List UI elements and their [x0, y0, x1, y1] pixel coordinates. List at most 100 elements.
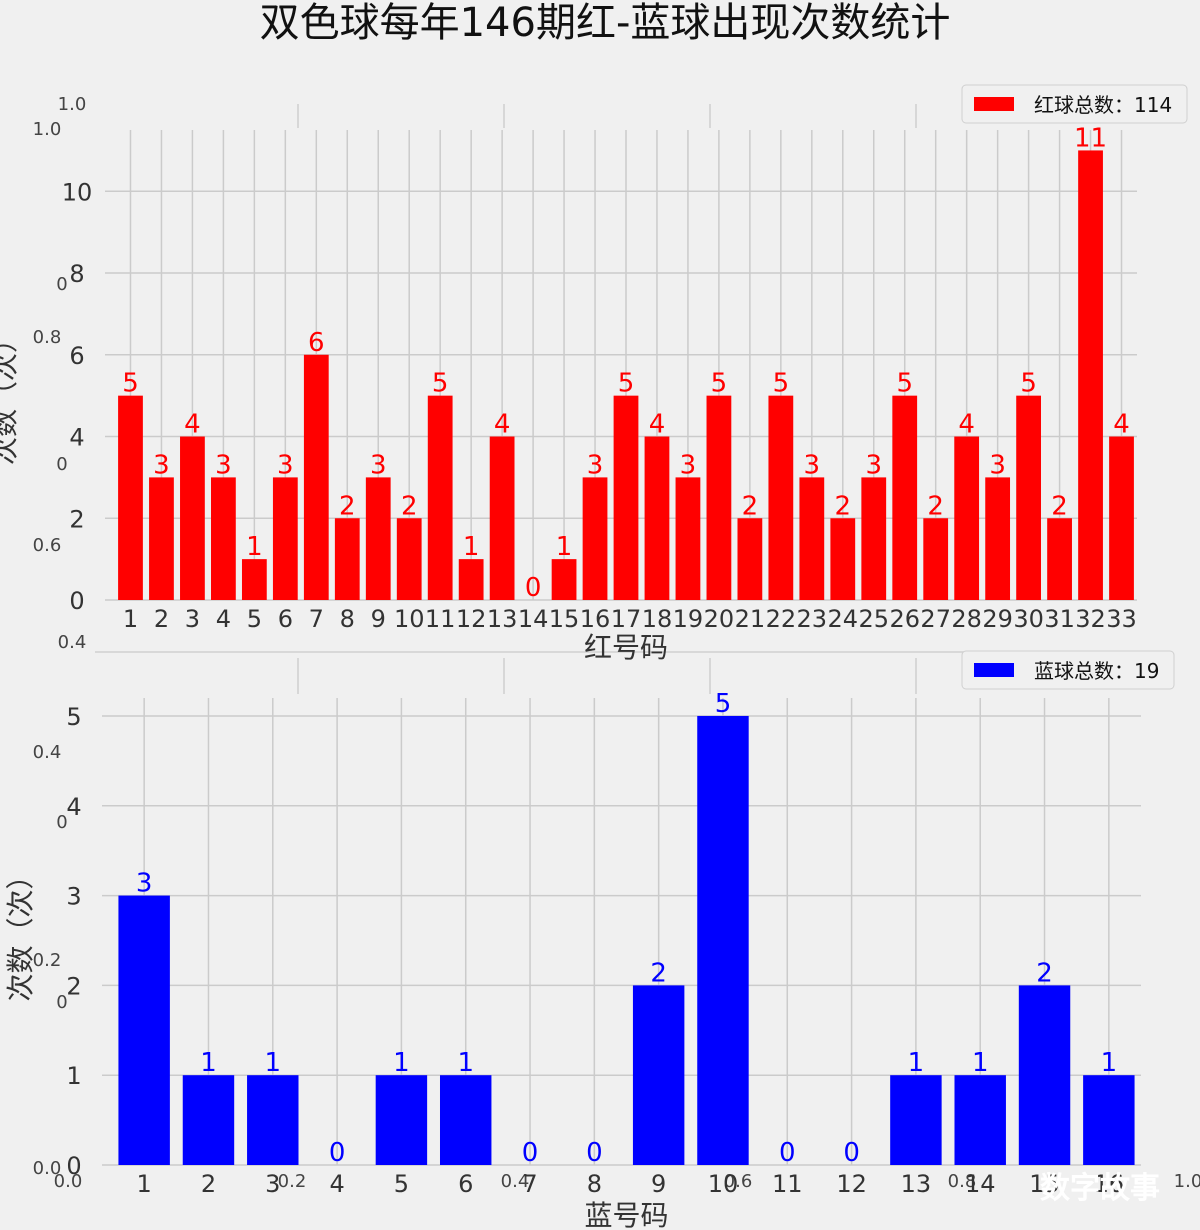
bar-31	[1047, 518, 1072, 600]
x-tick-label: 28	[951, 605, 982, 633]
x-tick-label: 16	[1094, 1170, 1125, 1198]
data-label: 2	[835, 491, 852, 521]
bar-11	[427, 395, 453, 600]
data-label: 1	[200, 1048, 217, 1078]
data-label: 2	[742, 491, 759, 521]
x-axis-label: 蓝号码	[584, 1199, 668, 1230]
x-tick-label: 17	[611, 605, 642, 633]
x-tick-label: 23	[797, 605, 828, 633]
y-tick-label: 6	[69, 342, 84, 370]
bar-9	[365, 477, 391, 600]
bar-22	[768, 395, 794, 600]
data-label: 1	[972, 1048, 989, 1078]
data-label: 1	[908, 1048, 925, 1078]
watermark: 数字故事	[1040, 1171, 1160, 1206]
data-label: 3	[370, 450, 387, 480]
x-tick-label: 10	[708, 1170, 739, 1198]
x-tick-label: 25	[858, 605, 889, 633]
legend-box	[961, 84, 1188, 124]
bar-15	[1018, 985, 1071, 1165]
x-tick-label: 6	[278, 605, 293, 633]
y-tick-label: 3	[66, 883, 81, 911]
y-tick-label: 8	[69, 260, 84, 288]
bg-tick: 1.0	[33, 119, 62, 140]
data-label: 0	[586, 1138, 603, 1168]
bar-8	[334, 518, 360, 600]
bar-14	[954, 1075, 1006, 1165]
bar-2	[182, 1075, 235, 1165]
x-tick-label: 22	[766, 605, 797, 633]
bg-tick: 0.6	[33, 535, 62, 556]
x-tick-label: 12	[456, 605, 487, 633]
data-label: 5	[773, 369, 790, 399]
bar-32	[1078, 150, 1103, 600]
y-tick-label: 1	[66, 1062, 81, 1090]
data-label: 3	[215, 450, 232, 480]
data-label: 11	[1074, 123, 1107, 153]
x-tick-label: 4	[329, 1170, 344, 1198]
x-tick-label: 11	[772, 1170, 803, 1198]
bg-tick: 1.0	[58, 94, 87, 115]
x-tick-label: 18	[642, 605, 673, 633]
bg-tick: 0.6	[724, 1171, 753, 1192]
bar-10	[396, 518, 422, 600]
data-label: 4	[1113, 410, 1130, 440]
x-tick-label: 5	[247, 605, 262, 633]
y-tick-label: 0	[69, 587, 84, 615]
red-ball-chart: 0246810534313623251401354352532352435211…	[0, 84, 1188, 664]
x-tick-label: 14	[965, 1170, 996, 1198]
data-label: 0	[843, 1138, 860, 1168]
bar-30	[1016, 395, 1041, 600]
bar-24	[830, 518, 856, 600]
data-label: 4	[494, 410, 511, 440]
x-tick-label: 10	[394, 605, 425, 633]
y-tick-label: 0	[66, 1152, 81, 1180]
bar-21	[737, 518, 763, 600]
x-axis-label: 红号码	[584, 631, 668, 664]
data-label: 1	[393, 1048, 410, 1078]
bg-tick: 0.2	[33, 950, 62, 971]
bar-10	[697, 715, 749, 1165]
chart-title: 双色球每年146期红-蓝球出现次数统计	[260, 0, 951, 46]
bar-13	[890, 1075, 942, 1165]
data-label: 5	[896, 369, 913, 399]
x-tick-label: 12	[836, 1170, 867, 1198]
data-label: 5	[715, 689, 732, 719]
x-tick-label: 20	[704, 605, 735, 633]
bar-9	[632, 985, 685, 1165]
x-tick-label: 24	[828, 605, 859, 633]
bg-tick: 0.8	[33, 327, 62, 348]
bar-6	[272, 477, 298, 600]
x-tick-label: 4	[216, 605, 231, 633]
x-tick-label: 31	[1044, 605, 1075, 633]
data-label: 3	[680, 450, 697, 480]
x-tick-label: 16	[580, 605, 611, 633]
bg-tick: 0	[56, 454, 67, 475]
x-tick-label: 19	[673, 605, 704, 633]
data-label: 0	[329, 1138, 346, 1168]
x-tick-label: 30	[1013, 605, 1044, 633]
x-tick-label: 32	[1075, 605, 1106, 633]
data-label: 2	[339, 491, 356, 521]
background-frame	[95, 104, 1130, 694]
bar-26	[892, 395, 918, 600]
x-tick-label: 14	[518, 605, 549, 633]
bar-7	[303, 354, 329, 600]
x-tick-label: 3	[265, 1170, 280, 1198]
bg-tick: 0.4	[33, 742, 62, 763]
data-label: 4	[649, 410, 666, 440]
data-label: 1	[463, 532, 480, 562]
bg-tick: 0	[56, 812, 67, 833]
bg-tick: 0	[56, 274, 67, 295]
background-ticks: 1.0 1.0 0 0.8 0 0.6 0.4 0.4 0 0.2 0 0.0 …	[33, 94, 1200, 1192]
data-label: 0	[525, 573, 542, 603]
data-label: 4	[184, 410, 201, 440]
x-tick-label: 15	[549, 605, 580, 633]
y-tick-label: 10	[62, 178, 93, 206]
data-label: 3	[587, 450, 604, 480]
bg-tick: 0.4	[501, 1171, 530, 1192]
bar-33	[1109, 436, 1134, 600]
bg-tick: 0.2	[278, 1171, 307, 1192]
data-label: 3	[153, 450, 170, 480]
